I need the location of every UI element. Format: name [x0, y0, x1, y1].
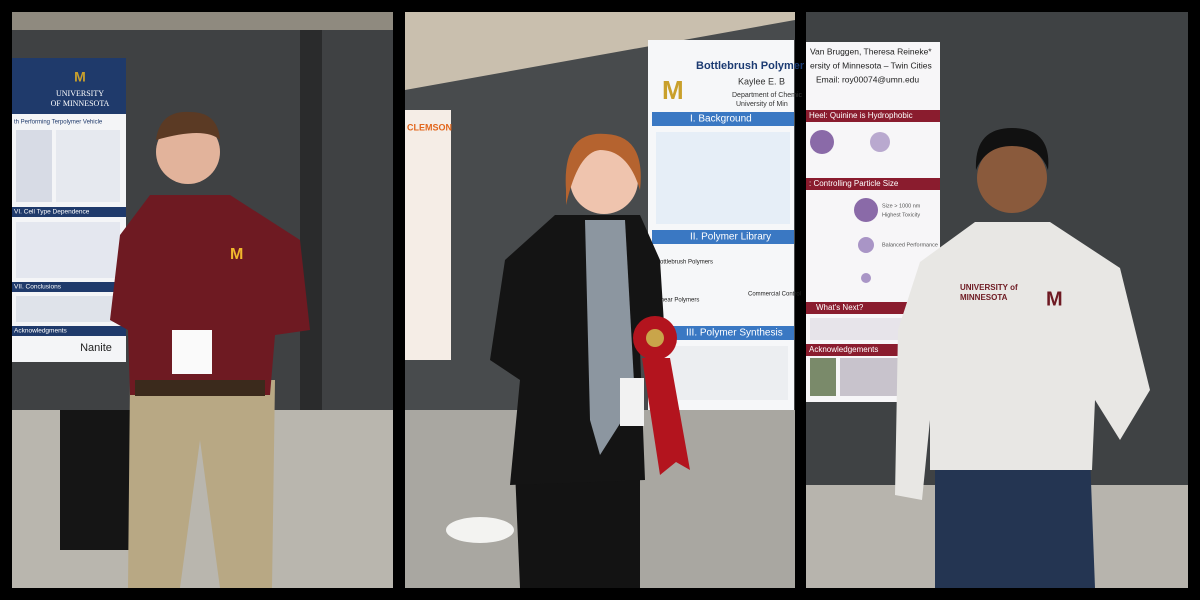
section-title: : Controlling Particle Size: [809, 179, 899, 188]
section-bar: [652, 112, 794, 126]
poster-label: Size > 1000 nm: [882, 203, 921, 209]
affiliation: University of Min: [736, 101, 788, 108]
section-title: VII. Conclusions: [14, 284, 62, 291]
ribbon-center: [646, 329, 664, 347]
poster-header: [12, 58, 126, 114]
figure: [656, 132, 790, 224]
authors: Van Bruggen, Theresa Reineke*: [810, 46, 932, 56]
shirt-logo: M: [230, 246, 243, 263]
hair: [156, 111, 220, 140]
author: Kaylee E. B: [738, 76, 785, 86]
email: Email: roy00074@umn.edu: [816, 74, 919, 84]
belt: [135, 380, 265, 396]
illustration: [854, 198, 878, 222]
sweater-logo: MINNESOTA: [960, 293, 1008, 302]
poster-label: Highest Toxicity: [882, 212, 920, 218]
photo-thumb: [810, 358, 836, 396]
illustration: [861, 273, 871, 283]
floor-sign: [446, 517, 514, 543]
section-bar: [652, 326, 794, 340]
logo-m: M: [74, 69, 86, 85]
photo-middle: CLEMSON Bottlebrush Polymer Ex M Kaylee …: [405, 12, 822, 588]
affiliation: ersity of Minnesota – Twin Cities: [810, 60, 932, 70]
figure: [56, 130, 120, 202]
poster-label: Linear Polymers: [656, 298, 699, 304]
affiliation: Department of Chemic: [732, 92, 803, 99]
shirt: [110, 195, 310, 395]
head: [570, 146, 638, 214]
section-bar: [12, 282, 126, 292]
side-poster-title: CLEMSON: [407, 122, 452, 132]
text-block: [16, 130, 52, 202]
poster-title: Bottlebrush Polymer Ex: [696, 60, 822, 72]
side-poster: [405, 110, 451, 360]
sweater-logo: UNIVERSITY of: [960, 283, 1018, 292]
sponsor: Nanite: [80, 342, 112, 354]
badge: [620, 378, 644, 426]
section-title: II. Polymer Library: [690, 232, 771, 243]
photo-left: M UNIVERSITY OF MINNESOTA th Performing …: [12, 12, 393, 588]
illustration: [870, 132, 890, 152]
illustration: [810, 130, 834, 154]
section-bar: [12, 207, 126, 217]
section-bar: [652, 230, 794, 244]
text-block: [16, 296, 120, 322]
section-title: III. Polymer Synthesis: [686, 328, 783, 339]
trousers: [515, 470, 640, 588]
illustration: [858, 237, 874, 253]
section-title: Acknowledgments: [14, 328, 67, 335]
ribbon-tail: [642, 358, 690, 475]
poster-label: Bottlebrush Polymers: [656, 260, 713, 266]
section-bar: [12, 326, 126, 336]
jeans: [935, 455, 1095, 588]
logo-text: OF MINNESOTA: [51, 99, 110, 108]
board-post: [300, 30, 322, 410]
hair: [565, 133, 641, 205]
poster-title: th Performing Terpolymer Vehicle: [14, 120, 103, 126]
head: [156, 120, 220, 184]
section-title: Acknowledgements: [809, 345, 878, 354]
badge: [172, 330, 212, 374]
poster-label: Commercial Control: [748, 292, 801, 298]
section-bar: [806, 178, 940, 190]
logo-text: UNIVERSITY: [56, 89, 104, 98]
hair: [975, 128, 1049, 170]
section-title: I. Background: [690, 114, 752, 125]
section-title: VI. Cell Type Dependence: [14, 209, 90, 216]
photo-right: Van Bruggen, Theresa Reineke* ersity of …: [806, 12, 1188, 588]
sweater: [895, 222, 1150, 500]
poster-label: Balanced Performance: [882, 242, 938, 248]
ceiling: [12, 12, 393, 30]
head: [977, 143, 1047, 213]
figure: [670, 346, 788, 400]
figure: [16, 222, 120, 278]
section-bar: [806, 110, 940, 122]
section-title: Heel: Quinine is Hydrophobic: [809, 111, 913, 120]
logo-m: M: [662, 75, 684, 105]
section-title: What's Next?: [816, 303, 864, 312]
sweater-logo-m: M: [1046, 288, 1063, 310]
bystander: [60, 410, 130, 550]
trousers: [128, 380, 275, 588]
